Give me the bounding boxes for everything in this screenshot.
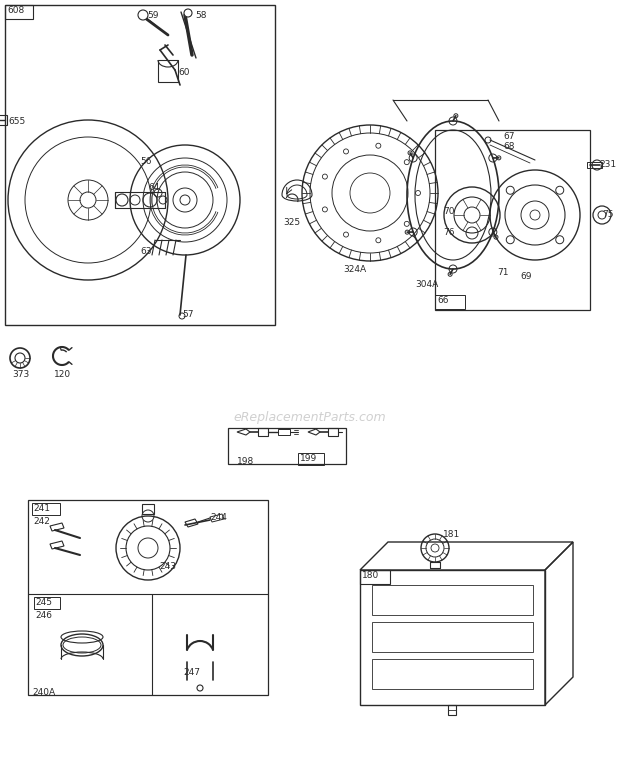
Text: 67: 67 bbox=[503, 132, 515, 141]
Bar bbox=[115, 192, 165, 208]
Text: 180: 180 bbox=[362, 571, 379, 580]
Text: eReplacementParts.com: eReplacementParts.com bbox=[234, 411, 386, 425]
Bar bbox=[372, 585, 533, 615]
Text: 58: 58 bbox=[195, 11, 206, 20]
Text: 247: 247 bbox=[183, 668, 200, 677]
Circle shape bbox=[138, 10, 148, 20]
Bar bbox=[0, 115, 7, 125]
Bar bbox=[158, 60, 178, 82]
Bar bbox=[32, 503, 60, 515]
Circle shape bbox=[184, 9, 192, 17]
Text: 59: 59 bbox=[147, 11, 159, 20]
Text: 57: 57 bbox=[182, 310, 193, 319]
Bar bbox=[258, 428, 268, 436]
Text: 75: 75 bbox=[602, 210, 614, 219]
Text: 66: 66 bbox=[437, 296, 448, 305]
Bar bbox=[448, 705, 456, 715]
Text: 71: 71 bbox=[497, 268, 508, 277]
Text: 64: 64 bbox=[148, 183, 159, 192]
Bar bbox=[278, 429, 290, 435]
Bar bbox=[298, 453, 324, 465]
Bar bbox=[587, 162, 602, 168]
Text: 373: 373 bbox=[12, 370, 29, 379]
Bar bbox=[360, 570, 545, 705]
Text: 325: 325 bbox=[283, 218, 300, 227]
Text: 304A: 304A bbox=[415, 280, 438, 289]
Bar bbox=[372, 622, 533, 652]
Text: 243: 243 bbox=[159, 562, 176, 571]
Text: 655: 655 bbox=[8, 117, 25, 126]
Bar bbox=[28, 500, 268, 695]
Bar bbox=[142, 504, 154, 514]
Text: 240A: 240A bbox=[32, 688, 55, 697]
Text: 199: 199 bbox=[300, 454, 317, 463]
Text: 76: 76 bbox=[443, 228, 454, 237]
Bar bbox=[228, 428, 346, 464]
Text: 198: 198 bbox=[237, 457, 254, 466]
Text: 242: 242 bbox=[33, 517, 50, 526]
Bar bbox=[435, 295, 465, 309]
Text: 231: 231 bbox=[599, 160, 616, 169]
Text: 70: 70 bbox=[443, 207, 454, 216]
Text: 324A: 324A bbox=[343, 265, 366, 274]
Text: 246: 246 bbox=[35, 611, 52, 620]
Text: 244: 244 bbox=[210, 513, 227, 522]
Bar bbox=[5, 5, 275, 325]
Bar bbox=[372, 659, 533, 689]
Text: 120: 120 bbox=[54, 370, 71, 379]
Text: 63: 63 bbox=[140, 247, 151, 256]
Bar bbox=[328, 428, 338, 436]
Bar bbox=[34, 597, 60, 609]
Text: 60: 60 bbox=[178, 68, 190, 77]
Text: 608: 608 bbox=[7, 6, 24, 15]
Text: 69: 69 bbox=[520, 272, 531, 281]
Text: 56: 56 bbox=[140, 157, 151, 166]
Text: 68: 68 bbox=[503, 142, 515, 151]
Bar bbox=[5, 5, 33, 19]
Text: 241: 241 bbox=[33, 504, 50, 513]
Text: 245: 245 bbox=[35, 598, 52, 607]
Text: 181: 181 bbox=[443, 530, 460, 539]
Bar bbox=[360, 570, 390, 584]
Bar bbox=[435, 130, 590, 310]
